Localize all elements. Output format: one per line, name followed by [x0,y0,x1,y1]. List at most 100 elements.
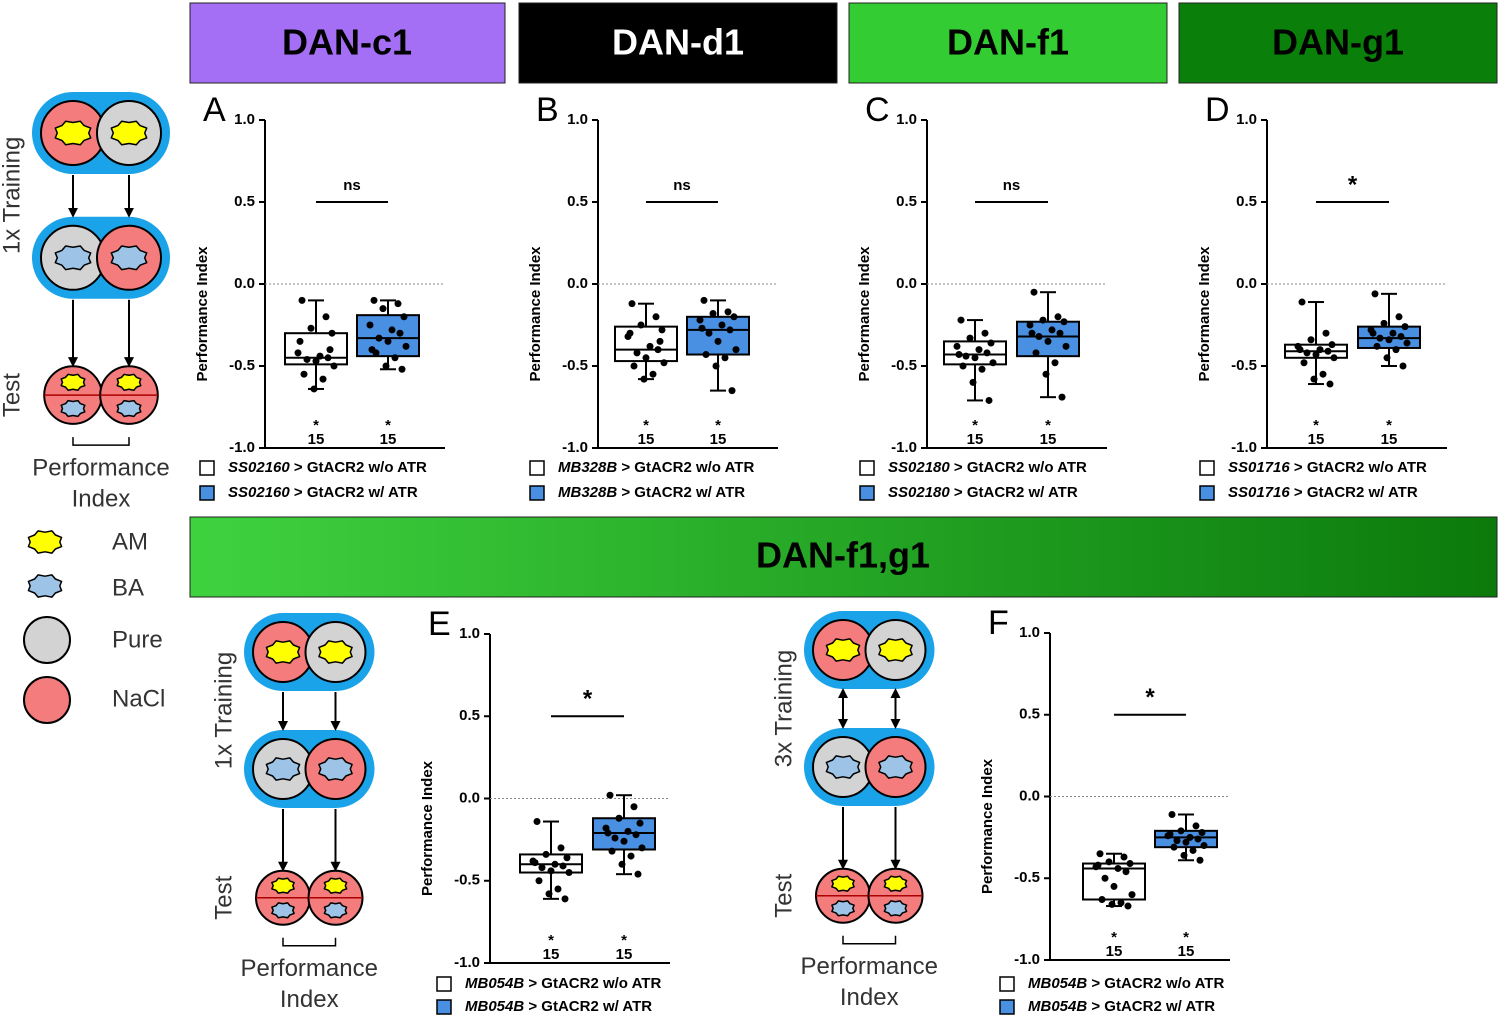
key-label: Pure [112,626,163,653]
header-box [848,2,1168,84]
y-tick-label: 0.5 [1019,706,1040,723]
y-axis-label: Performance Index [979,758,996,894]
data-point [1186,833,1194,841]
n-label: 15 [1381,431,1398,448]
panel-label: B [536,91,559,129]
data-point [633,349,641,357]
data-point [1401,323,1409,331]
data-point [565,869,573,877]
significance: ns [673,177,691,194]
data-point [1105,858,1113,866]
panel-label: E [428,605,451,643]
y-tick-label: -0.5 [1014,869,1040,886]
data-point [370,296,378,304]
y-tick-label: 1.0 [1236,111,1257,128]
data-point [1094,861,1102,869]
data-point [955,351,963,359]
header: DAN-f1 [947,22,1069,63]
odor-blob [60,399,86,418]
n-label: 15 [967,431,984,448]
data-point [646,342,654,350]
data-point [1312,351,1320,359]
n-label: 15 [380,431,397,448]
data-point [1110,882,1118,890]
data-point [296,337,304,345]
data-point [1373,342,1381,350]
legend-entry: SS02160 > GtACR2 w/o ATR [228,459,427,476]
data-point [388,326,396,334]
odor-blob [825,755,861,779]
data-point [953,342,961,350]
data-point [398,365,406,373]
data-point [634,870,642,878]
data-point [962,352,970,360]
legend-swatch [199,485,215,501]
readout-label: Index [840,984,899,1011]
data-point [531,859,539,867]
legend-entry: MB054B > GtACR2 w/o ATR [1028,975,1224,992]
odor-blob [116,373,142,391]
odor-blob [265,757,301,781]
data-point [987,339,995,347]
data-point [1307,336,1315,344]
data-point [957,316,965,324]
data-point [307,324,315,332]
data-point [1296,346,1304,354]
panel-label: F [988,604,1009,642]
legend-genotype: SS02160 [228,484,290,501]
data-point [630,362,638,370]
data-point [379,305,387,313]
data-point [330,362,338,370]
bracket [72,437,130,446]
data-point [724,308,732,316]
header-box [1178,2,1498,84]
y-tick-label: -0.5 [562,357,588,374]
y-tick-label: 0.0 [1019,787,1040,804]
readout-label: Index [72,485,131,512]
odor-blob [271,877,295,894]
data-point [394,300,402,308]
data-point [1122,868,1130,876]
data-point [1182,838,1190,846]
data-point [303,355,311,363]
legend-suffix: > GtACR2 w/ ATR [1294,484,1418,501]
odor-blob [60,373,86,391]
data-point [640,375,648,383]
legend-swatch [859,460,875,476]
legend-entry: SS01716 > GtACR2 w/o ATR [1228,459,1427,476]
data-point [978,365,986,373]
legend-entry: MB328B > GtACR2 w/o ATR [558,459,754,476]
data-point [1322,329,1330,337]
y-tick-label: 0.5 [896,193,917,210]
key-label: AM [112,528,148,555]
n-mark: * [643,417,649,434]
data-point [1042,370,1050,378]
data-point [1048,326,1056,334]
data-point [375,334,383,342]
n-mark: * [715,417,721,434]
data-point [642,354,650,362]
odor-blob [265,640,301,664]
y-tick-label: -1.0 [562,439,588,456]
data-point [563,854,571,862]
significance: ns [1003,177,1021,194]
box [356,314,420,358]
data-point [391,354,399,362]
legend-swatch [436,976,452,992]
test-label: Test [210,875,237,919]
data-point [547,867,555,875]
data-point [611,834,619,842]
legend-suffix: > GtACR2 w/ ATR [294,484,418,501]
data-point [396,329,404,337]
y-tick-label: -0.5 [229,357,255,374]
data-point [632,831,640,839]
n-label: 15 [1308,431,1325,448]
y-axis-label: Performance Index [419,760,436,896]
n-mark: * [621,932,627,949]
header-box [189,2,506,84]
data-point [382,362,390,370]
data-point [319,375,327,383]
drawing-layer: Performance Index 1x Training Test Performan… [0,91,1447,1015]
odor-blob [54,245,92,271]
y-tick-label: -0.5 [891,357,917,374]
